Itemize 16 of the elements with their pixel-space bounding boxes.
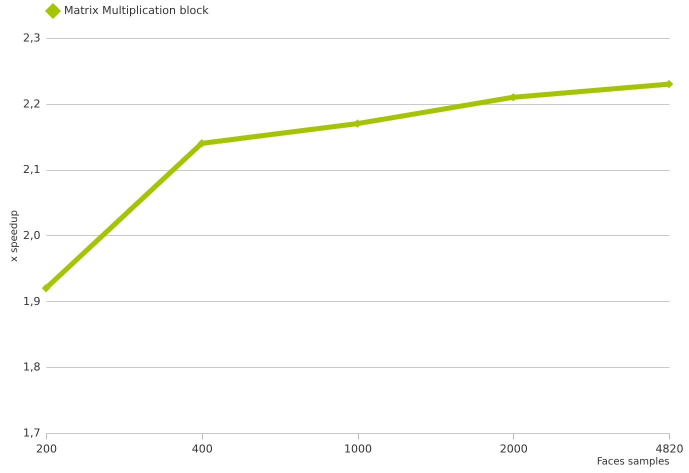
y-tick-label: 2,0: [23, 229, 40, 242]
x-tick-label: 1000: [344, 442, 372, 456]
y-tick-label: 2,2: [23, 97, 40, 110]
y-tick-label: 1,8: [23, 360, 40, 374]
y-tick-label: 1,7: [23, 426, 40, 440]
point: [42, 284, 50, 292]
x-tick-label: 400: [192, 442, 213, 456]
y-axis-title: x speedup: [9, 210, 20, 262]
x-axis-title: Faces samples: [596, 456, 670, 468]
y-tick-label: 2,1: [23, 163, 40, 176]
legend-label: Matrix Multiplication block: [64, 4, 210, 17]
x-tick-label: 200: [36, 442, 57, 456]
y-tick-label: 1,9: [23, 294, 40, 308]
x-tick-label: 2000: [500, 442, 528, 456]
y-tick-label: 2,3: [23, 32, 40, 44]
x-tick-label: 4820: [656, 442, 684, 456]
